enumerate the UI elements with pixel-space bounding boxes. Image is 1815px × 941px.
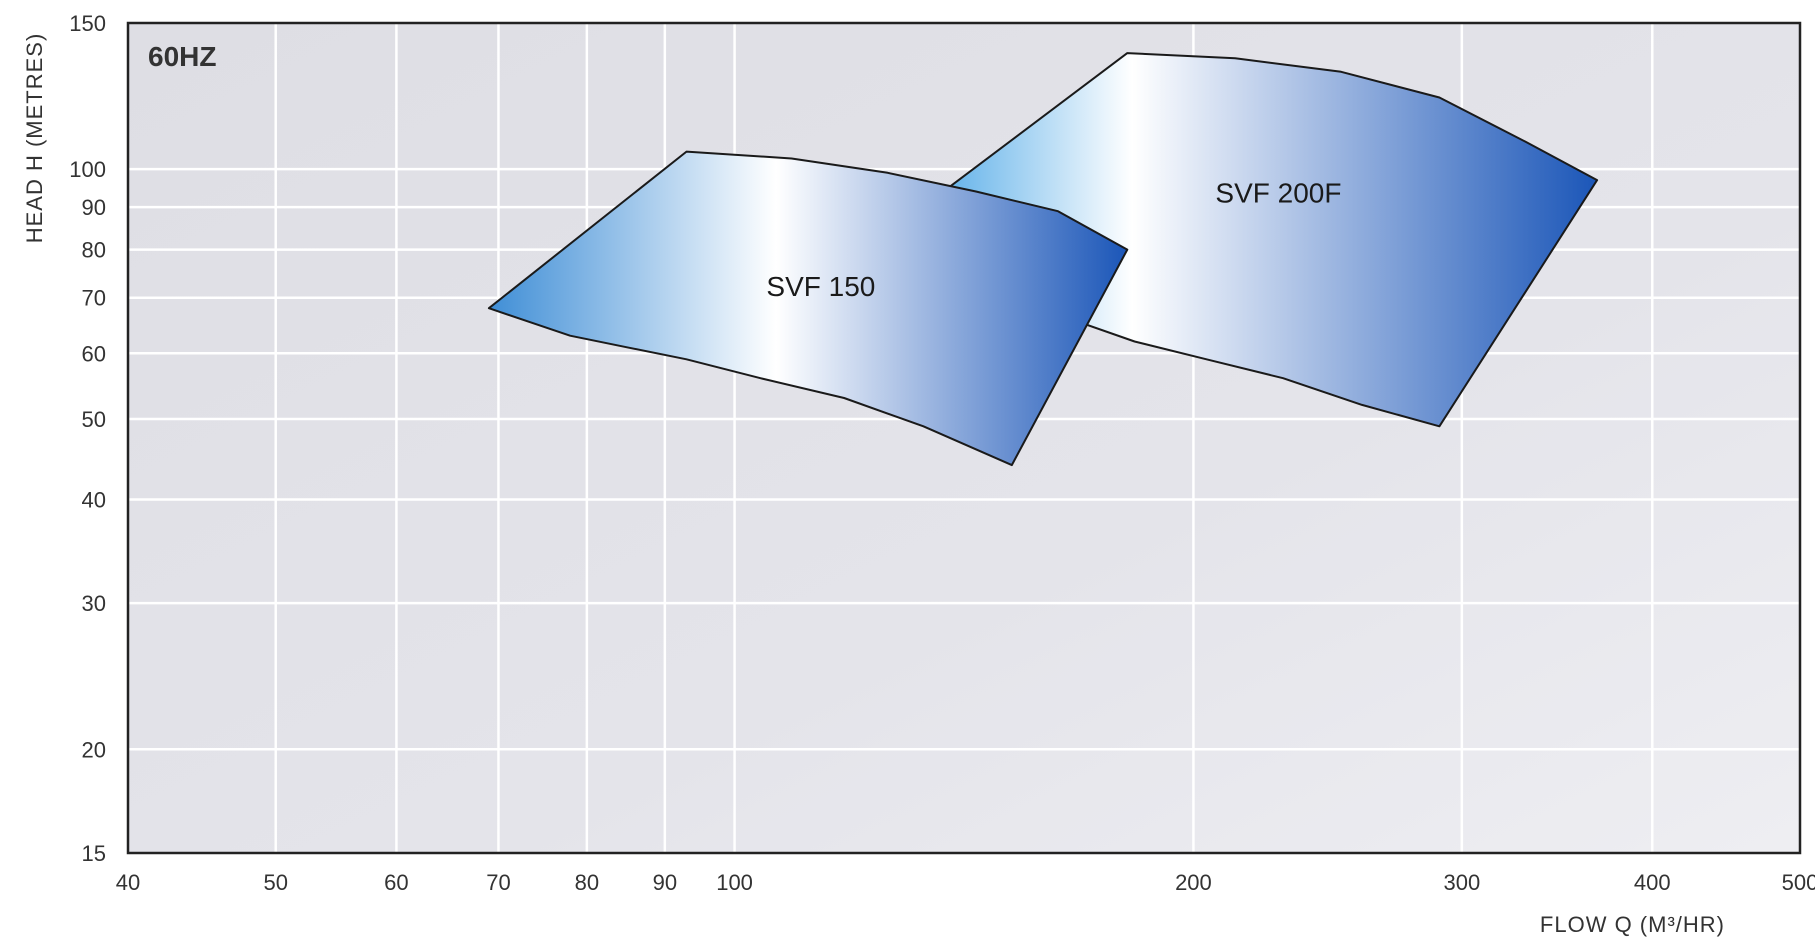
y-axis-ticks: 15 20 30 40 50 60 70 80 90 100 150: [69, 11, 106, 866]
y-tick-label: 100: [69, 157, 106, 182]
y-tick-label: 50: [82, 407, 106, 432]
y-tick-label: 60: [82, 341, 106, 366]
x-tick-label: 60: [384, 870, 408, 895]
y-tick-label: 80: [82, 238, 106, 263]
region-label: SVF 200F: [1215, 177, 1341, 208]
y-tick-label: 15: [82, 841, 106, 866]
region-svf-200f: [932, 52, 1599, 428]
x-tick-label: 200: [1175, 870, 1212, 895]
y-axis-title: HEAD H (METRES): [22, 33, 47, 244]
pump-regions: SVF 200F SVF 150: [487, 52, 1599, 467]
y-tick-label: 90: [82, 195, 106, 220]
x-tick-label: 50: [263, 870, 287, 895]
region-svf-150: [487, 150, 1129, 467]
x-tick-label: 90: [653, 870, 677, 895]
y-tick-label: 30: [82, 591, 106, 616]
x-axis-title: FLOW Q (M³/HR): [1540, 912, 1725, 937]
x-tick-label: 70: [486, 870, 510, 895]
x-tick-label: 40: [116, 870, 140, 895]
plot-frame: [126, 21, 1802, 855]
y-tick-label: 20: [82, 737, 106, 762]
x-tick-label: 100: [716, 870, 753, 895]
frequency-label: 60HZ: [148, 41, 216, 72]
y-tick-label: 70: [82, 286, 106, 311]
x-tick-label: 80: [575, 870, 599, 895]
y-tick-label: 40: [82, 487, 106, 512]
x-axis-ticks: 40 50 60 70 80 90 100 200 300 400 500: [116, 870, 1815, 895]
region-label: SVF 150: [766, 271, 875, 302]
x-tick-label: 300: [1443, 870, 1480, 895]
y-tick-label: 150: [69, 11, 106, 36]
x-tick-label: 400: [1634, 870, 1671, 895]
x-tick-label: 500: [1782, 870, 1815, 895]
